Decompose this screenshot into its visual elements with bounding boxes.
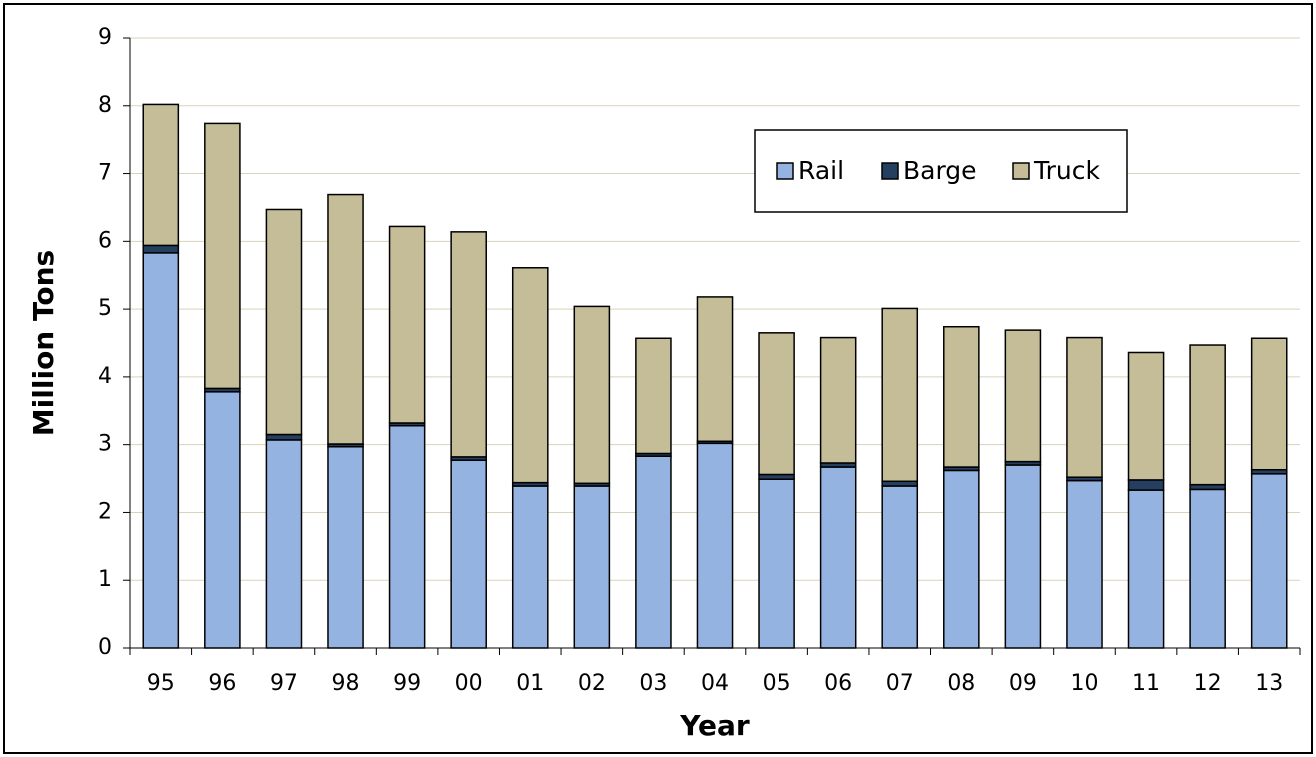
bar-segment (265, 439, 303, 649)
bar-segment (758, 332, 795, 476)
bar-segment (388, 424, 426, 649)
bar-segment (388, 225, 426, 424)
bar-segment (450, 231, 487, 458)
x-tick-label: 07 (886, 671, 914, 696)
x-tick-label: 08 (947, 671, 975, 696)
bar-segment (1250, 473, 1288, 649)
x-tick-label: 03 (639, 671, 667, 696)
bar-segment (1127, 489, 1165, 649)
legend-box (754, 129, 1128, 213)
bar-segment (1127, 351, 1165, 481)
y-tick-label: 2 (98, 499, 112, 524)
bar-segment (327, 445, 364, 649)
bar-segment (573, 305, 611, 485)
x-tick-label: 95 (147, 671, 175, 696)
y-tick-label: 6 (98, 228, 112, 253)
x-tick-label: 13 (1255, 671, 1283, 696)
y-tick-label: 3 (98, 432, 112, 457)
legend-label: Truck (1033, 156, 1100, 185)
x-tick-label: 10 (1070, 671, 1098, 696)
x-tick-label: 06 (824, 671, 852, 696)
bar-segment (696, 442, 734, 649)
bar-segment (1004, 464, 1042, 649)
bar-segment (1189, 488, 1226, 649)
legend-label: Barge (903, 156, 977, 185)
bar-segment (881, 485, 919, 649)
x-tick-label: 09 (1009, 671, 1037, 696)
bar-segment (573, 485, 611, 649)
bar-segment (142, 244, 180, 254)
x-tick-label: 00 (455, 671, 483, 696)
bar-segment (943, 325, 980, 468)
bar-segment (1066, 336, 1103, 478)
x-tick-label: 11 (1132, 671, 1160, 696)
bar-segment (1189, 344, 1226, 486)
bar-segment (204, 391, 241, 649)
x-tick-label: 97 (270, 671, 298, 696)
bar-segment (204, 122, 241, 390)
bar-segment (635, 455, 672, 649)
bar-segment (511, 485, 549, 649)
legend-label: Rail (798, 156, 844, 185)
y-tick-label: 5 (98, 296, 112, 321)
y-tick-label: 9 (98, 25, 112, 50)
bar-segment (943, 469, 980, 649)
bar-segment (881, 307, 919, 483)
x-tick-label: 01 (516, 671, 544, 696)
bar-segment (1127, 479, 1165, 491)
y-tick-label: 0 (98, 635, 112, 660)
x-tick-label: 96 (208, 671, 236, 696)
bar-segment (1250, 337, 1288, 471)
x-tick-label: 12 (1194, 671, 1222, 696)
bar-segment (450, 459, 487, 649)
y-tick-label: 8 (98, 93, 112, 118)
y-tick-label: 7 (98, 161, 112, 186)
bar-segment (1066, 479, 1103, 649)
bar-segment (758, 478, 795, 649)
legend-swatch (881, 162, 899, 180)
x-tick-label: 02 (578, 671, 606, 696)
x-tick-label: 04 (701, 671, 729, 696)
bar-segment (1004, 329, 1042, 463)
bar-segment (511, 267, 549, 484)
x-axis-title: Year (679, 709, 750, 742)
bar-segment (142, 252, 180, 649)
legend-swatch (1012, 162, 1030, 180)
bar-segment (142, 103, 180, 247)
x-tick-label: 05 (763, 671, 791, 696)
bar-segment (696, 296, 734, 443)
bar-segment (327, 193, 364, 445)
legend-swatch (776, 162, 794, 180)
bar-segment (635, 337, 672, 455)
y-axis-title: Million Tons (27, 250, 60, 436)
y-tick-label: 1 (98, 567, 112, 592)
x-tick-label: 99 (393, 671, 421, 696)
bar-segment (819, 466, 857, 649)
x-tick-label: 98 (332, 671, 360, 696)
bar-segment (265, 208, 303, 436)
bar-segment (819, 336, 857, 464)
bar-segment (265, 433, 303, 441)
y-tick-label: 4 (98, 364, 112, 389)
